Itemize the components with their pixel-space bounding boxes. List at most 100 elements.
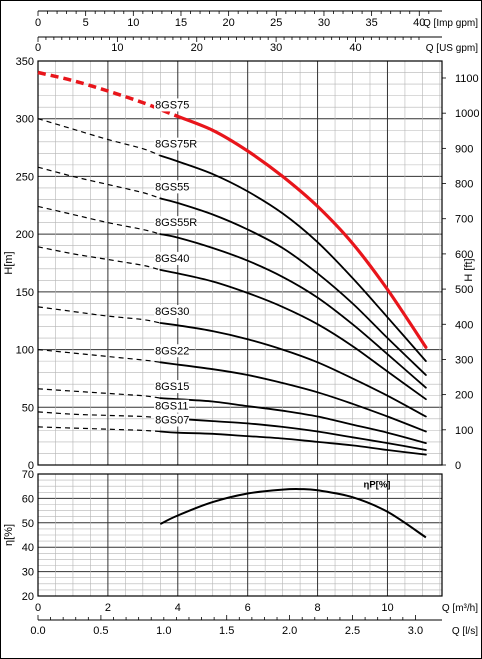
ft-tick-label: 500: [455, 284, 473, 296]
series-label-bg: [154, 251, 190, 265]
ft-tick-label: 1100: [455, 73, 479, 85]
head-y-tick-label: 100: [16, 345, 34, 357]
series-8GS55-dashed: [37, 166, 161, 199]
series-label-bg: [154, 380, 190, 394]
imp-gpm-axis-label: Q [Imp gpm]: [423, 18, 478, 29]
eff-y-tick-label: 50: [22, 518, 34, 530]
ft-tick-label: 100: [455, 425, 473, 437]
series-label-bg: [154, 216, 196, 230]
ls-tick-label: 0.5: [93, 625, 108, 637]
imp-gpm-tick-label: 0: [35, 17, 41, 29]
us-gpm-tick-label: 0: [35, 42, 41, 54]
q-m3h-tick-label: 4: [175, 602, 181, 614]
q-m3h-tick-label: 0: [35, 602, 41, 614]
series-8GS75-solid: [176, 114, 428, 349]
eff-y-tick-label: 60: [22, 493, 34, 505]
head-y-axis-label: H[m]: [3, 251, 15, 274]
ft-tick-label: 0: [455, 460, 461, 472]
series-8GS07-solid: [159, 430, 427, 456]
eff-y-axis-label: η[%]: [3, 524, 15, 546]
series-label-bg: [154, 137, 196, 151]
series-label-8GS07: 8GS07: [155, 415, 189, 427]
ls-tick-label: 1.5: [219, 625, 234, 637]
eff-y-tick-label: 30: [22, 567, 34, 579]
series-label-8GS75R: 8GS75R: [155, 139, 197, 151]
series-8GS22-dashed: [37, 349, 161, 363]
series-8GS55-solid: [159, 197, 427, 376]
series-8GS22-solid: [159, 361, 427, 433]
series-label-8GS22: 8GS22: [155, 345, 189, 357]
series-label-8GS55: 8GS55: [155, 181, 189, 193]
series-8GS07-dashed: [37, 426, 161, 433]
ls-tick-label: 0.0: [30, 625, 45, 637]
series-label-8GS11: 8GS11: [155, 401, 188, 413]
series-8GS30-solid: [159, 322, 427, 418]
series-8GS75R-solid: [159, 154, 427, 362]
head-plot-frame: [37, 60, 443, 466]
series-label-bg: [154, 98, 190, 112]
ft-tick-label: 400: [455, 319, 473, 331]
series-8GS15-dashed: [37, 388, 161, 399]
series-8GS55R-solid: [159, 233, 427, 389]
series-label-8GS55R: 8GS55R: [155, 217, 197, 229]
q-m3h-tick-label: 6: [245, 602, 251, 614]
eff-y-tick-label: 40: [22, 542, 34, 554]
series-8GS40-dashed: [37, 246, 161, 271]
head-y-tick-label: 200: [16, 229, 34, 241]
imp-gpm-tick-label: 5: [83, 17, 89, 29]
imp-gpm-tick-label: 40: [413, 17, 425, 29]
head-y-tick-label: 50: [22, 402, 34, 414]
series-label-8GS75: 8GS75: [155, 99, 189, 111]
series-8GS75-dashed: [37, 70, 179, 119]
head-y-tick-label: 250: [16, 171, 34, 183]
us-gpm-tick-label: 20: [191, 42, 203, 54]
series-label-8GS40: 8GS40: [155, 253, 189, 265]
series-8GS30-dashed: [37, 306, 161, 324]
ls-tick-label: 2.5: [345, 625, 360, 637]
q-m3h-tick-label: 2: [105, 602, 111, 614]
head-y-tick-label: 350: [16, 56, 34, 68]
ft-tick-label: 200: [455, 390, 473, 402]
ft-tick-label: 1000: [455, 108, 479, 120]
imp-gpm-tick-label: 15: [175, 17, 187, 29]
series-label-8GS15: 8GS15: [155, 381, 189, 393]
series-label-bg: [154, 399, 190, 413]
series-8GS55R-dashed: [37, 205, 161, 235]
head-right-axis-label: H [ft]: [463, 258, 475, 281]
q-m3h-tick-label: 10: [381, 602, 393, 614]
head-y-tick-label: 150: [16, 287, 34, 299]
ls-tick-label: 3.0: [408, 625, 423, 637]
q-m3h-tick-label: 8: [315, 602, 321, 614]
series-label-bg: [154, 413, 190, 427]
imp-gpm-tick-label: 10: [127, 17, 139, 29]
curves: [37, 70, 428, 539]
ft-tick-label: 900: [455, 143, 473, 155]
us-gpm-tick-label: 30: [270, 42, 282, 54]
series-label-bg: [154, 305, 190, 319]
us-gpm-axis-label: Q [US gpm]: [426, 43, 478, 54]
imp-gpm-tick-label: 30: [318, 17, 330, 29]
us-gpm-tick-label: 10: [111, 42, 123, 54]
eff-y-tick-label: 20: [22, 591, 34, 603]
ls-tick-label: 2.0: [282, 625, 297, 637]
grid: [37, 60, 442, 597]
series-label-8GS30: 8GS30: [155, 306, 189, 318]
ft-tick-label: 800: [455, 179, 473, 191]
imp-gpm-tick-label: 20: [223, 17, 235, 29]
series-label-bg: [154, 344, 190, 358]
head-y-tick-label: 300: [16, 114, 34, 126]
ft-tick-label: 600: [455, 249, 473, 261]
ft-tick-label: 700: [455, 214, 473, 226]
series-8GS11-dashed: [37, 411, 161, 419]
series-8GS40-solid: [159, 269, 427, 401]
q-m3h-axis-label: Q [m³/h]: [442, 603, 478, 614]
imp-gpm-tick-label: 35: [365, 17, 377, 29]
eff-plot-frame: [37, 473, 443, 597]
efficiency-curve-label: ηP[%]: [364, 479, 391, 490]
us-gpm-tick-label: 40: [349, 42, 361, 54]
ls-axis-label: Q [l/s]: [452, 626, 478, 637]
ls-tick-label: 1.0: [156, 625, 171, 637]
labels: 0 5 10 15 20 25 30 35 40Q [Imp gpm]0 10 20 30 40 Q [U…: [3, 17, 479, 637]
imp-gpm-tick-label: 25: [270, 17, 282, 29]
